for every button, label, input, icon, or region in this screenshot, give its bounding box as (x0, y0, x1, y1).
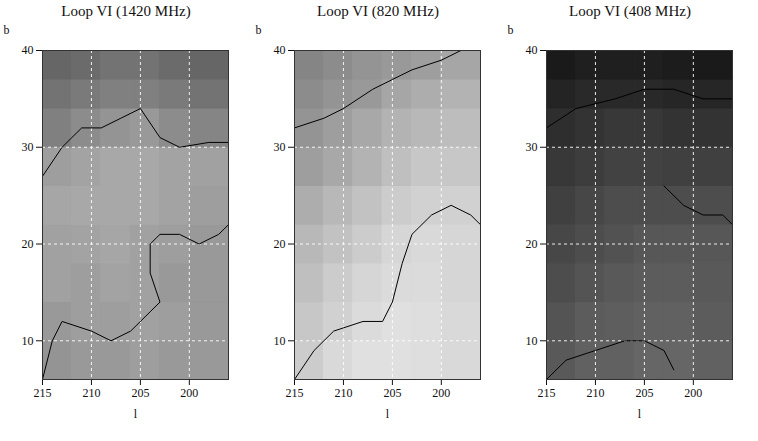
svg-text:b: b (256, 23, 262, 37)
svg-text:40: 40 (274, 43, 286, 57)
svg-text:b: b (4, 23, 10, 37)
html-text:Loop VI (820 MHz): Loop VI (820 MHz) (317, 3, 439, 19)
svg-text:10: 10 (526, 334, 538, 348)
svg-text:210: 210 (586, 386, 604, 400)
svg-text:10: 10 (274, 334, 286, 348)
svg-text:l: l (638, 407, 642, 421)
svg-text:210: 210 (82, 386, 100, 400)
svg-text:l: l (386, 407, 390, 421)
svg-text:20: 20 (22, 237, 34, 251)
svg-text:215: 215 (34, 386, 52, 400)
svg-text:30: 30 (274, 140, 286, 154)
svg-text:205: 205 (383, 386, 401, 400)
svg-text:l: l (134, 407, 138, 421)
svg-text:40: 40 (526, 43, 538, 57)
svg-text:200: 200 (684, 386, 702, 400)
svg-text:215: 215 (538, 386, 556, 400)
svg-text:205: 205 (635, 386, 653, 400)
svg-text:20: 20 (274, 237, 286, 251)
svg-text:210: 210 (334, 386, 352, 400)
svg-text:205: 205 (131, 386, 149, 400)
svg-text:30: 30 (22, 140, 34, 154)
svg-text:40: 40 (22, 43, 34, 57)
svg-text:20: 20 (526, 237, 538, 251)
html-text:Loop VI (1420 MHz): Loop VI (1420 MHz) (61, 3, 191, 19)
svg-text:30: 30 (526, 140, 538, 154)
svg-text:200: 200 (180, 386, 198, 400)
svg-text:b: b (508, 23, 514, 37)
svg-text:215: 215 (286, 386, 304, 400)
svg-text:10: 10 (22, 334, 34, 348)
html-text:Loop VI (408 MHz): Loop VI (408 MHz) (569, 3, 691, 19)
svg-text:200: 200 (432, 386, 450, 400)
